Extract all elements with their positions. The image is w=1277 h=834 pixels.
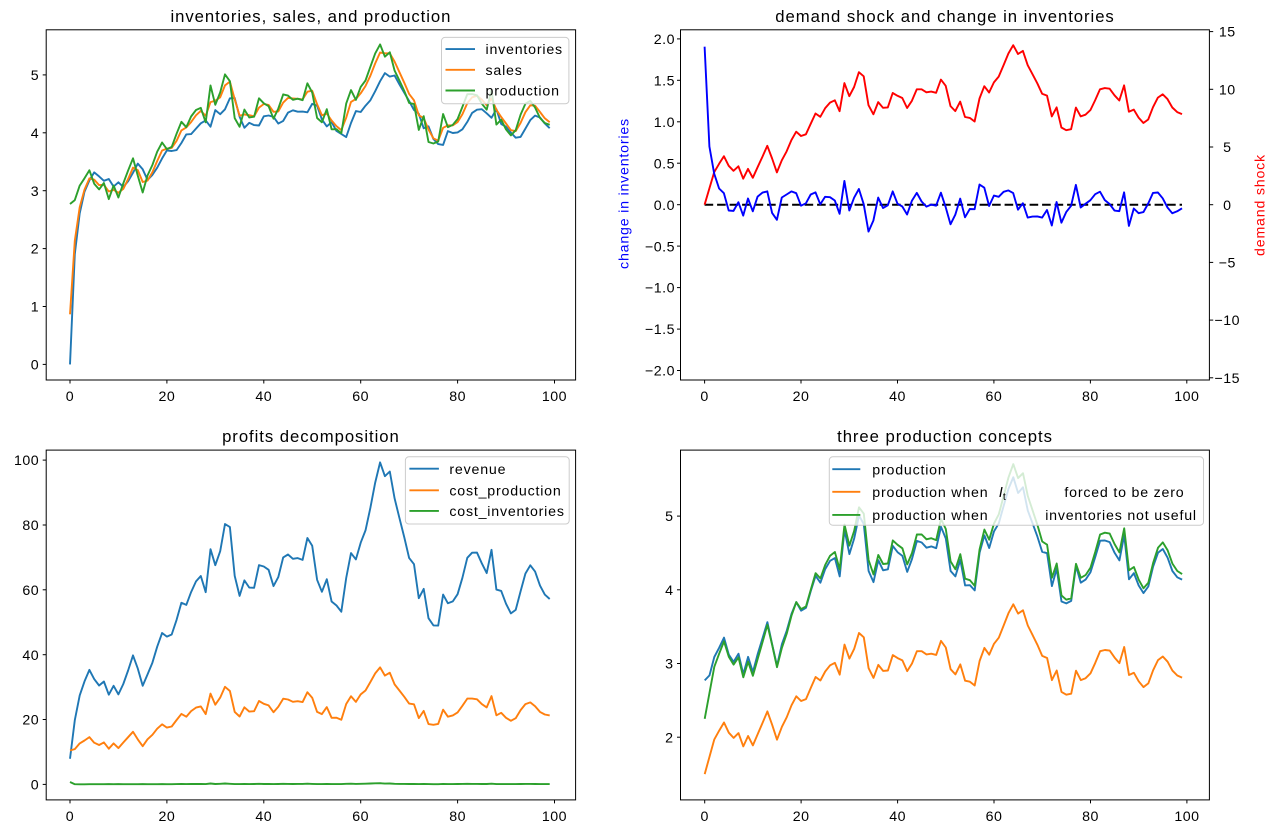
svg-text:−15: −15 xyxy=(1215,371,1241,387)
svg-text:−1.5: −1.5 xyxy=(645,322,675,338)
svg-text:5: 5 xyxy=(31,68,39,84)
svg-text:20: 20 xyxy=(159,809,176,825)
svg-text:20: 20 xyxy=(159,389,176,405)
svg-text:demand shock and change in inv: demand shock and change in inventories xyxy=(775,7,1114,26)
svg-text:40: 40 xyxy=(889,809,906,825)
svg-text:20: 20 xyxy=(793,389,810,405)
svg-text:40: 40 xyxy=(889,389,906,405)
svg-text:2: 2 xyxy=(665,730,673,746)
svg-text:3: 3 xyxy=(31,184,39,200)
svg-text:0: 0 xyxy=(66,809,74,825)
svg-text:production when: production when xyxy=(872,508,988,524)
svg-text:three production concepts: three production concepts xyxy=(837,427,1053,446)
svg-text:15: 15 xyxy=(1219,25,1236,41)
svg-text:40: 40 xyxy=(22,648,39,664)
svg-text:60: 60 xyxy=(352,389,369,405)
svg-text:80: 80 xyxy=(22,518,39,534)
svg-text:5: 5 xyxy=(1223,140,1231,156)
svg-text:cost_production: cost_production xyxy=(449,483,561,499)
svg-text:100: 100 xyxy=(1174,809,1199,825)
svg-text:1: 1 xyxy=(31,300,39,316)
svg-text:cost_inventories: cost_inventories xyxy=(449,504,564,520)
svg-text:60: 60 xyxy=(22,583,39,599)
svg-text:inventories: inventories xyxy=(486,42,563,58)
svg-text:0: 0 xyxy=(1223,198,1231,214)
svg-text:inventories not useful: inventories not useful xyxy=(1045,508,1197,524)
svg-text:production: production xyxy=(486,84,560,100)
svg-text:80: 80 xyxy=(449,809,466,825)
svg-text:0.0: 0.0 xyxy=(654,198,675,214)
svg-text:−5: −5 xyxy=(1219,256,1236,272)
svg-text:inventories, sales, and produc: inventories, sales, and production xyxy=(170,7,451,26)
svg-text:0: 0 xyxy=(701,809,709,825)
svg-text:revenue: revenue xyxy=(449,462,506,478)
svg-text:production: production xyxy=(872,462,946,478)
svg-text:−10: −10 xyxy=(1215,313,1241,329)
svg-text:0: 0 xyxy=(31,358,39,374)
svg-text:−1.0: −1.0 xyxy=(645,281,675,297)
svg-text:60: 60 xyxy=(352,809,369,825)
svg-text:100: 100 xyxy=(542,809,567,825)
svg-text:sales: sales xyxy=(486,63,523,79)
svg-text:20: 20 xyxy=(793,809,810,825)
svg-text:5: 5 xyxy=(665,509,673,525)
svg-text:40: 40 xyxy=(255,389,272,405)
svg-text:2: 2 xyxy=(31,242,39,258)
svg-text:0: 0 xyxy=(700,389,708,405)
svg-text:change in inventories: change in inventories xyxy=(617,118,633,269)
svg-text:60: 60 xyxy=(986,389,1003,405)
svg-text:0: 0 xyxy=(66,389,74,405)
svg-text:60: 60 xyxy=(986,809,1003,825)
svg-text:It: It xyxy=(999,485,1006,503)
svg-text:−2.0: −2.0 xyxy=(645,364,675,380)
svg-text:40: 40 xyxy=(255,809,272,825)
svg-text:forced to be zero: forced to be zero xyxy=(1064,485,1184,501)
svg-text:−0.5: −0.5 xyxy=(645,239,675,255)
svg-text:4: 4 xyxy=(665,583,673,599)
svg-text:3: 3 xyxy=(665,657,673,673)
svg-text:0: 0 xyxy=(31,778,39,794)
svg-text:100: 100 xyxy=(542,389,567,405)
svg-text:100: 100 xyxy=(1174,389,1199,405)
svg-text:80: 80 xyxy=(449,389,466,405)
svg-text:1.5: 1.5 xyxy=(654,74,675,90)
svg-text:1.0: 1.0 xyxy=(654,115,675,131)
svg-text:80: 80 xyxy=(1082,389,1099,405)
svg-text:profits decomposition: profits decomposition xyxy=(222,427,400,446)
svg-text:10: 10 xyxy=(1219,82,1236,98)
svg-text:production when: production when xyxy=(872,485,988,501)
svg-text:2.0: 2.0 xyxy=(654,32,675,48)
svg-text:0.5: 0.5 xyxy=(654,156,675,172)
svg-text:20: 20 xyxy=(22,713,39,729)
svg-text:4: 4 xyxy=(31,126,39,142)
svg-text:100: 100 xyxy=(14,453,39,469)
svg-text:80: 80 xyxy=(1082,809,1099,825)
svg-text:demand shock: demand shock xyxy=(1252,154,1268,256)
